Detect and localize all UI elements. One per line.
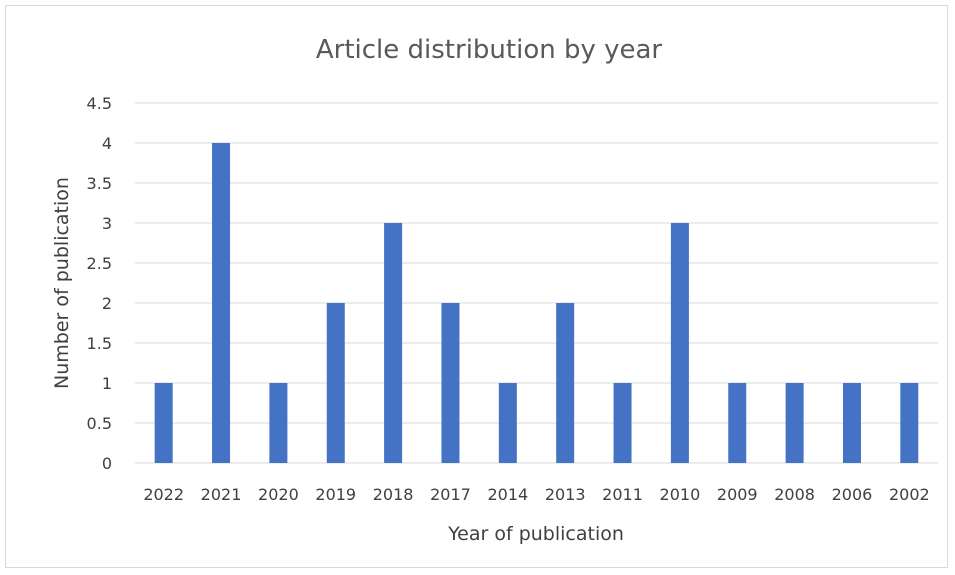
x-tick-label: 2008 [774,485,815,504]
y-axis-title: Number of publication [51,177,73,389]
y-tick-label: 2.5 [87,254,112,273]
chart-frame [5,5,948,568]
x-axis-title: Year of publication [447,523,624,545]
bar-2014 [498,383,517,463]
x-tick-label: 2009 [717,485,758,504]
bar-2011 [613,383,632,463]
y-tick-label: 4.5 [87,94,112,113]
x-tick-label: 2011 [602,485,643,504]
bar-2017 [441,303,460,463]
y-tick-label: 3.5 [87,174,112,193]
bar-2008 [785,383,804,463]
y-tick-label: 0.5 [87,414,112,433]
x-tick-label: 2019 [315,485,356,504]
bar-2020 [269,383,288,463]
bar-2022 [154,383,173,463]
x-tick-label: 2014 [487,485,528,504]
x-tick-label: 2022 [143,485,184,504]
y-axis-ticks: 0 0.5 1 1.5 2 2.5 3 3.5 4 4.5 [87,94,112,473]
x-tick-label: 2018 [373,485,414,504]
y-tick-label: 0 [102,454,112,473]
y-tick-label: 2 [102,294,112,313]
bar-2013 [556,303,575,463]
x-tick-label: 2010 [660,485,701,504]
x-tick-label: 2006 [832,485,873,504]
bar-2009 [728,383,747,463]
y-tick-label: 3 [102,214,112,233]
bar-2018 [384,223,403,463]
gridlines [135,102,938,464]
bar-2010 [670,223,689,463]
x-tick-label: 2021 [201,485,242,504]
bar-2002 [900,383,919,463]
x-axis-ticks: 2022 2021 2020 2019 2018 2017 2014 2013 2011 2010… [143,485,929,504]
x-tick-label: 2020 [258,485,299,504]
x-tick-label: 2017 [430,485,471,504]
bar-2006 [842,383,861,463]
bar-2019 [326,303,345,463]
y-tick-label: 1 [102,374,112,393]
bar-2021 [212,143,231,463]
chart-title: Article distribution by year [316,35,663,65]
x-tick-label: 2002 [889,485,930,504]
bars [154,143,919,463]
y-tick-label: 4 [102,134,112,153]
x-tick-label: 2013 [545,485,586,504]
y-tick-label: 1.5 [87,334,112,353]
